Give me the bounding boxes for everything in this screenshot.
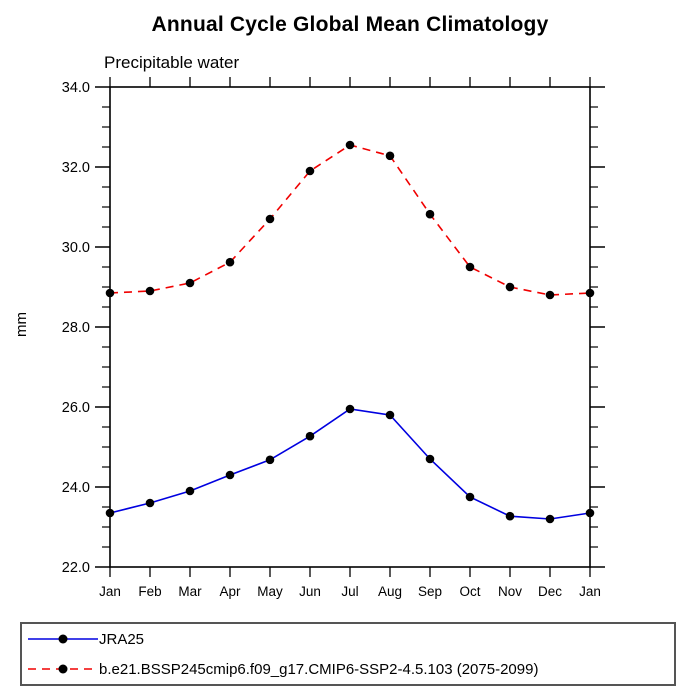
data-point <box>225 257 235 267</box>
legend-item-jra25: JRA25 <box>22 626 674 652</box>
x-tick-label: Jan <box>579 584 601 599</box>
x-tick-label: Mar <box>178 584 202 599</box>
data-point <box>305 431 315 441</box>
chart-title: Annual Cycle Global Mean Climatology <box>151 13 549 36</box>
y-tick-label: 30.0 <box>62 240 90 256</box>
x-tick-label: Aug <box>378 584 402 599</box>
x-tick-label: Sep <box>418 584 442 599</box>
plot-frame <box>109 86 591 568</box>
data-point <box>585 288 595 298</box>
series-line-0 <box>109 408 591 520</box>
y-tick-label: 34.0 <box>62 80 90 96</box>
y-tick-label: 32.0 <box>62 160 90 176</box>
x-tick-label: Nov <box>498 584 522 599</box>
data-point <box>465 262 475 272</box>
legend: JRA25 b.e21.BSSP245cmip6.f09_g17.CMIP6-S… <box>20 622 676 686</box>
data-point <box>145 498 155 508</box>
x-tick-label: Jan <box>99 584 121 599</box>
data-point <box>265 214 275 224</box>
x-tick-label: Apr <box>219 584 241 599</box>
data-point <box>425 454 435 464</box>
legend-item-model: b.e21.BSSP245cmip6.f09_g17.CMIP6-SSP2-4.… <box>22 656 674 682</box>
x-tick-label: Feb <box>138 584 161 599</box>
x-tick-label: Jul <box>341 584 358 599</box>
data-point <box>145 286 155 296</box>
data-point <box>505 282 515 292</box>
data-point <box>345 404 355 414</box>
y-tick-label: 24.0 <box>62 480 90 496</box>
series-line-1 <box>109 144 591 296</box>
y-tick-label: 28.0 <box>62 320 90 336</box>
legend-label-jra25: JRA25 <box>99 630 145 648</box>
data-point <box>425 209 435 219</box>
data-point <box>305 166 315 176</box>
data-point <box>545 514 555 524</box>
x-tick-label: May <box>257 584 283 599</box>
data-point <box>385 151 395 161</box>
data-point <box>545 290 555 300</box>
data-point <box>105 288 115 298</box>
data-point <box>265 455 275 465</box>
data-point <box>585 508 595 518</box>
data-point <box>465 492 475 502</box>
x-tick-label: Oct <box>459 584 480 599</box>
legend-label-model: b.e21.BSSP245cmip6.f09_g17.CMIP6-SSP2-4.… <box>99 660 539 678</box>
data-point <box>185 486 195 496</box>
solid-line-sample-icon <box>28 634 98 644</box>
data-point <box>345 140 355 150</box>
y-tick-label: 22.0 <box>62 560 90 576</box>
data-point <box>385 410 395 420</box>
x-tick-label: Jun <box>299 584 321 599</box>
data-point <box>105 508 115 518</box>
chart-subtitle: Precipitable water <box>104 53 240 72</box>
y-tick-label: 26.0 <box>62 400 90 416</box>
dashed-line-sample-icon <box>28 664 98 674</box>
data-point <box>185 278 195 288</box>
x-tick-label: Dec <box>538 584 562 599</box>
data-point <box>505 511 515 521</box>
data-point <box>225 470 235 480</box>
